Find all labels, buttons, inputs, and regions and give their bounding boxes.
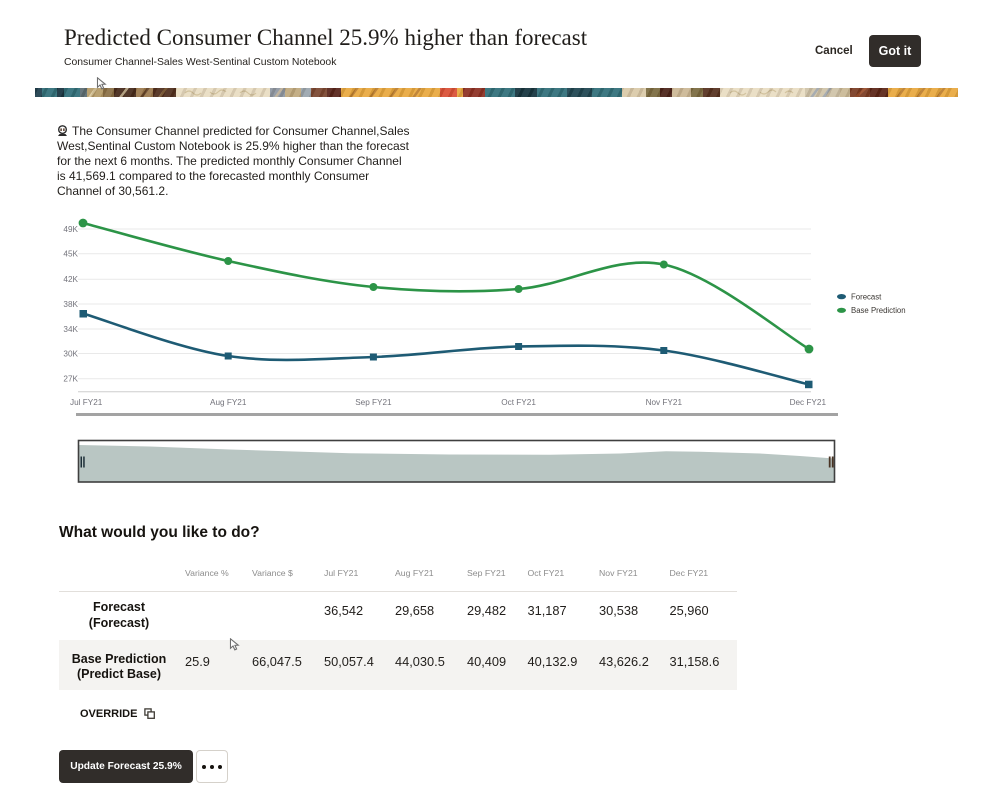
svg-text:45K: 45K xyxy=(63,250,78,259)
svg-text:49K: 49K xyxy=(63,225,78,234)
svg-text:Dec FY21: Dec FY21 xyxy=(790,398,827,407)
svg-text:Jul FY21: Jul FY21 xyxy=(70,398,103,407)
svg-text:Nov FY21: Nov FY21 xyxy=(646,398,683,407)
svg-text:Oct FY21: Oct FY21 xyxy=(501,398,536,407)
svg-text:Aug FY21: Aug FY21 xyxy=(210,398,247,407)
svg-text:Forecast: Forecast xyxy=(851,292,882,301)
svg-text:38K: 38K xyxy=(63,300,78,309)
svg-text:42K: 42K xyxy=(63,275,78,284)
svg-text:27K: 27K xyxy=(63,375,78,384)
svg-text:Sep FY21: Sep FY21 xyxy=(355,398,392,407)
svg-text:Base Prediction: Base Prediction xyxy=(851,306,906,315)
svg-text:30K: 30K xyxy=(63,349,78,358)
svg-text:34K: 34K xyxy=(63,325,78,334)
